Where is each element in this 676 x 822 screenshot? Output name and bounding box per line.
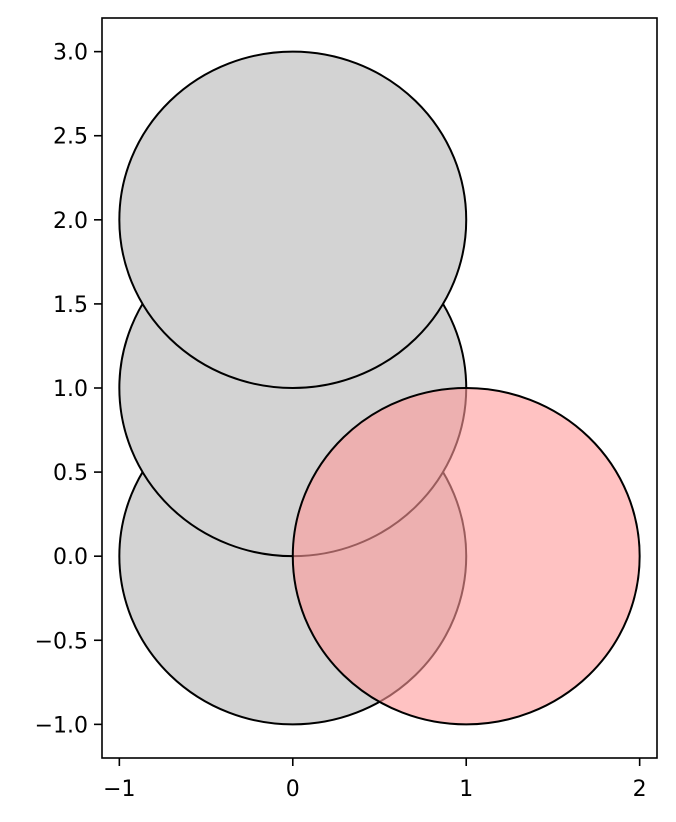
plot-area <box>101 17 658 759</box>
y-axis: −1.0 −0.5 0.0 0.5 1.0 1.5 2.0 2.5 3.0 <box>35 41 102 738</box>
circle-2 <box>118 50 468 389</box>
y-tick-label-6: 2.0 <box>53 209 88 234</box>
x-tick-label-3: 2 <box>633 777 647 802</box>
x-tick-label-0: −1 <box>103 777 135 802</box>
y-tick-label-1: −0.5 <box>35 629 88 654</box>
y-tick-label-0: −1.0 <box>35 713 88 738</box>
y-tick-label-7: 2.5 <box>53 125 88 150</box>
circle-marks <box>118 50 641 726</box>
x-axis: −1 0 1 2 <box>103 758 647 802</box>
x-tick-label-1: 0 <box>286 777 300 802</box>
circle-3 <box>291 387 641 726</box>
y-tick-label-2: 0.0 <box>53 545 88 570</box>
y-tick-label-4: 1.0 <box>53 377 88 402</box>
y-tick-label-3: 0.5 <box>53 461 88 486</box>
y-tick-label-8: 3.0 <box>53 41 88 66</box>
y-tick-label-5: 1.5 <box>53 293 88 318</box>
x-tick-label-2: 1 <box>459 777 473 802</box>
